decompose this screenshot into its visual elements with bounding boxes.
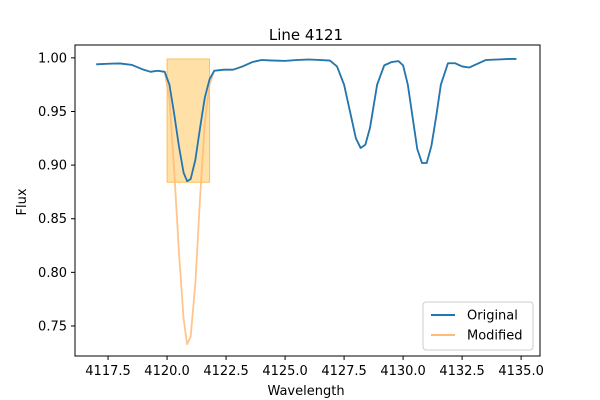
x-tick-label: 4117.5	[85, 364, 131, 379]
y-tick-label: 0.95	[38, 105, 67, 120]
x-tick-label: 4135.0	[498, 364, 544, 379]
y-tick-label: 1.00	[38, 51, 67, 66]
plot-area	[96, 58, 517, 346]
x-tick-label: 4120.0	[144, 364, 190, 379]
y-tick-label: 0.85	[38, 212, 67, 227]
x-tick-label: 4130.0	[380, 364, 426, 379]
x-tick-label: 4125.0	[262, 364, 308, 379]
x-tick-label: 4132.5	[439, 364, 485, 379]
legend-label-modified: Modified	[467, 329, 522, 344]
x-tick-label: 4127.5	[321, 364, 367, 379]
series-line-original	[96, 58, 517, 183]
legend: Original Modified	[422, 301, 534, 351]
legend-label-original: Original	[467, 309, 518, 324]
x-tick-label: 4122.5	[203, 364, 249, 379]
y-tick-label: 0.80	[38, 266, 67, 281]
axes: 4117.5 4120.0 4122.5 4125.0 4127.5 4130.0 4132…	[38, 44, 544, 379]
axes-frame	[74, 44, 541, 357]
x-axis-label: Wavelength	[267, 384, 344, 399]
y-axis-label: Flux	[15, 188, 30, 215]
chart-title: Line 4121	[269, 26, 343, 44]
series-line-modified	[96, 58, 517, 346]
y-tick-label: 0.90	[38, 159, 67, 174]
y-tick-label: 0.75	[38, 319, 67, 334]
